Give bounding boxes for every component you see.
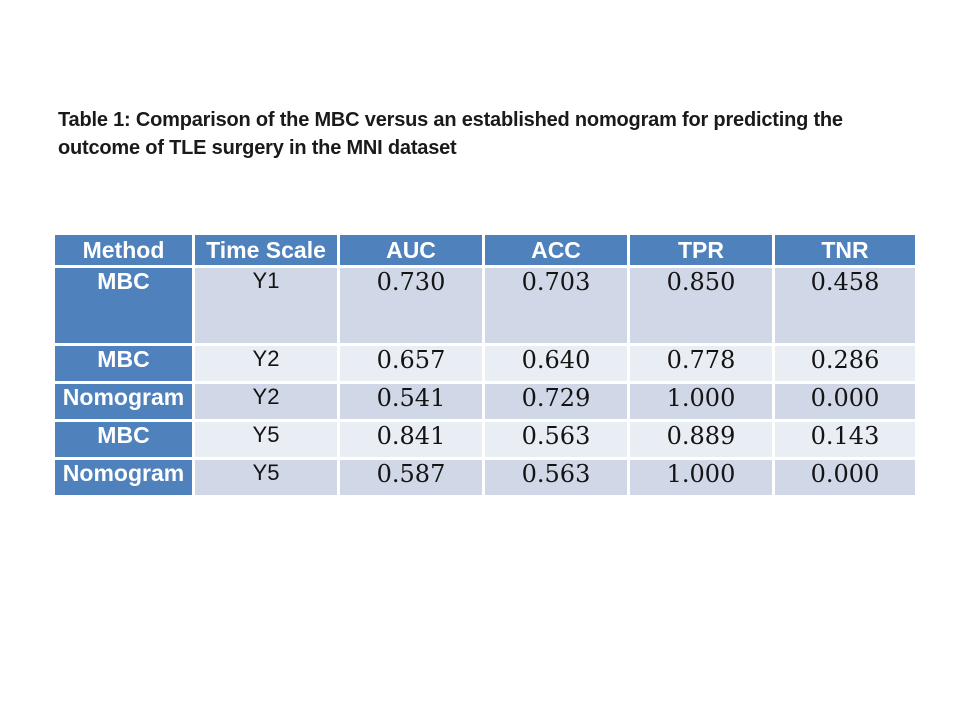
tnr-value-cell: 0.000: [772, 457, 918, 498]
time-scale-cell: Y5: [192, 419, 340, 460]
column-header-time-scale: Time Scale: [192, 232, 340, 268]
tnr-value-cell: 0.286: [772, 343, 918, 384]
method-cell: MBC: [52, 343, 195, 384]
tpr-value-cell: 1.000: [627, 381, 775, 422]
tpr-value-cell: 0.850: [627, 265, 775, 346]
auc-value-cell: 0.657: [337, 343, 485, 384]
time-scale-cell: Y5: [192, 457, 340, 498]
table-caption: Table 1: Comparison of the MBC versus an…: [58, 109, 843, 159]
auc-value-cell: 0.587: [337, 457, 485, 498]
tnr-value-cell: 0.458: [772, 265, 918, 346]
column-header-tnr: TNR: [772, 232, 918, 268]
column-header-method: Method: [52, 232, 195, 268]
time-scale-cell: Y1: [192, 265, 340, 346]
method-cell: Nomogram: [52, 457, 195, 498]
column-header-auc: AUC: [337, 232, 485, 268]
acc-value-cell: 0.729: [482, 381, 630, 422]
auc-value-cell: 0.541: [337, 381, 485, 422]
acc-value-cell: 0.563: [482, 457, 630, 498]
table-header-row: Method Time Scale AUC ACC TPR TNR: [52, 232, 918, 268]
acc-value-cell: 0.640: [482, 343, 630, 384]
auc-value-cell: 0.730: [337, 265, 485, 346]
results-table: Method Time Scale AUC ACC TPR TNR MBC Y1…: [52, 232, 918, 498]
column-header-tpr: TPR: [627, 232, 775, 268]
method-cell: Nomogram: [52, 381, 195, 422]
method-cell: MBC: [52, 265, 195, 346]
time-scale-cell: Y2: [192, 343, 340, 384]
time-scale-cell: Y2: [192, 381, 340, 422]
table-row: MBC Y2 0.657 0.640 0.778 0.286: [52, 343, 918, 384]
table-row: MBC Y5 0.841 0.563 0.889 0.143: [52, 419, 918, 460]
acc-value-cell: 0.703: [482, 265, 630, 346]
table-row: Nomogram Y5 0.587 0.563 1.000 0.000: [52, 457, 918, 498]
tnr-value-cell: 0.143: [772, 419, 918, 460]
acc-value-cell: 0.563: [482, 419, 630, 460]
auc-value-cell: 0.841: [337, 419, 485, 460]
table-row: MBC Y1 0.730 0.703 0.850 0.458: [52, 265, 918, 346]
table-row: Nomogram Y2 0.541 0.729 1.000 0.000: [52, 381, 918, 422]
tpr-value-cell: 1.000: [627, 457, 775, 498]
method-cell: MBC: [52, 419, 195, 460]
column-header-acc: ACC: [482, 232, 630, 268]
tnr-value-cell: 0.000: [772, 381, 918, 422]
tpr-value-cell: 0.778: [627, 343, 775, 384]
tpr-value-cell: 0.889: [627, 419, 775, 460]
